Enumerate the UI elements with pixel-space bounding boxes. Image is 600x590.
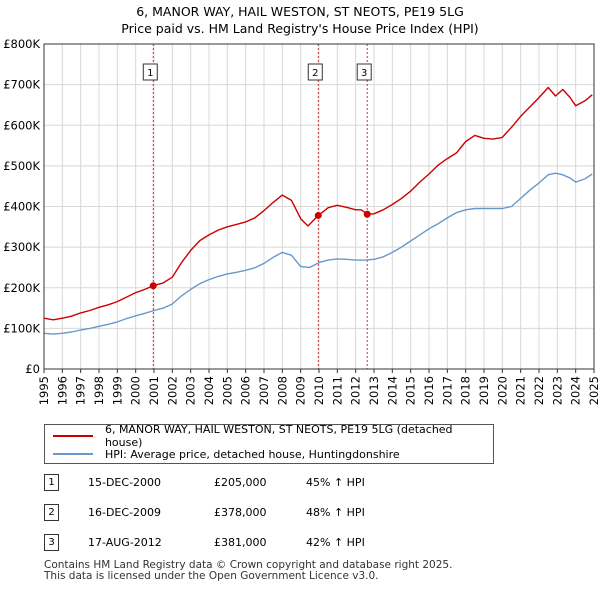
series-group	[43, 86, 593, 335]
sale-label-box	[356, 63, 372, 81]
x-tick-label: 2002	[165, 376, 179, 405]
property-series-line	[43, 86, 593, 321]
legend-swatch-property	[53, 435, 93, 437]
sale-hpi-change: 42% ↑ HPI	[306, 536, 365, 549]
chart-title: 6, MANOR WAY, HAIL WESTON, ST NEOTS, PE1…	[0, 3, 600, 37]
x-tick-label: 2020	[495, 376, 509, 405]
y-tick-label: £700K	[3, 78, 40, 92]
legend-label-property: 6, MANOR WAY, HAIL WESTON, ST NEOTS, PE1…	[104, 423, 453, 449]
x-tick-label: 2021	[514, 376, 528, 405]
title-line-1: 6, MANOR WAY, HAIL WESTON, ST NEOTS, PE1…	[136, 4, 464, 19]
sale-hpi-change: 45% ↑ HPI	[306, 476, 365, 489]
sale-price: £205,000	[214, 476, 267, 489]
sale-label-text: 3	[361, 68, 367, 79]
sale-date: 15-DEC-2000	[88, 476, 162, 489]
x-tick-label: 2018	[459, 376, 473, 405]
footer: Contains HM Land Registry data © Crown c…	[44, 560, 452, 582]
x-tick-label: 2014	[385, 376, 399, 405]
x-tick-label: 2007	[257, 376, 271, 405]
x-tick-label: 2019	[477, 376, 491, 405]
x-tick-label: 1997	[74, 376, 88, 405]
sale-point	[314, 211, 322, 219]
x-tick-label: 2008	[275, 376, 289, 405]
grid	[43, 43, 595, 370]
x-tick-label: 2012	[349, 376, 363, 405]
legend-label-hpi: HPI: Average price, detached house, Hunt…	[105, 447, 400, 461]
x-tick-label: 2001	[147, 376, 161, 405]
x-tick-label: 2003	[184, 376, 198, 405]
sale-date: 17-AUG-2012	[88, 536, 162, 549]
x-axis: 1995 1996 1997 1998 1999 2000 2001 2002 2003 2004…	[37, 369, 600, 405]
y-tick-label: £400K	[3, 200, 40, 214]
x-tick-label: 2023	[550, 376, 564, 405]
legend-item-property: 6, MANOR WAY, HAIL WESTON, ST NEOTS, PE1…	[53, 423, 493, 449]
legend-item-hpi: HPI: Average price, detached house, Hunt…	[53, 445, 400, 463]
x-tick-label: 2015	[404, 376, 418, 405]
sale-number-badge: 2	[44, 504, 59, 521]
price-chart: 1 2 3 £0 £100K £200K £300K £400K £500K £600K £700…	[3, 37, 600, 405]
sale-points	[149, 210, 371, 290]
x-tick-label: 2005	[220, 376, 234, 405]
legend: 6, MANOR WAY, HAIL WESTON, ST NEOTS, PE1…	[44, 423, 494, 464]
legend-swatch-hpi	[53, 453, 93, 455]
sale-hpi-change: 48% ↑ HPI	[306, 506, 365, 519]
x-tick-label: 2017	[440, 376, 454, 405]
sale-label-text: 2	[312, 68, 318, 79]
x-tick-label: 2011	[330, 376, 344, 405]
sale-label-text: 1	[147, 68, 153, 79]
y-tick-label: £200K	[3, 281, 40, 295]
x-tick-label: 2010	[312, 376, 326, 405]
y-axis: £0 £100K £200K £300K £400K £500K £600K £700K £80…	[3, 37, 40, 376]
sale-label-box	[142, 63, 158, 81]
y-tick-label: £300K	[3, 240, 40, 254]
x-tick-label: 2006	[239, 376, 253, 405]
y-tick-label: £0	[25, 362, 40, 376]
x-tick-label: 1999	[110, 376, 124, 405]
y-tick-label: £600K	[3, 118, 40, 132]
y-tick-label: £800K	[3, 37, 40, 51]
y-tick-label: £100K	[3, 321, 40, 335]
x-tick-label: 2009	[294, 376, 308, 405]
sale-date: 16-DEC-2009	[88, 506, 162, 519]
sale-point	[363, 210, 371, 218]
sale-label-box	[307, 63, 323, 81]
sale-number-badge: 1	[44, 474, 59, 491]
x-tick-label: 1996	[55, 376, 69, 405]
sale-price: £378,000	[214, 506, 267, 519]
sale-number-labels: 1 2 3	[142, 63, 372, 81]
sale-number-badge: 3	[44, 534, 59, 551]
x-tick-label: 2024	[569, 376, 583, 405]
x-tick-label: 1995	[37, 376, 51, 405]
sale-point	[149, 282, 157, 290]
title-line-2: Price paid vs. HM Land Registry's House …	[121, 21, 479, 36]
hpi-series-line	[43, 172, 593, 335]
x-tick-label: 2022	[532, 376, 546, 405]
x-tick-label: 2013	[367, 376, 381, 405]
x-tick-label: 2025	[587, 376, 600, 405]
x-tick-label: 2004	[202, 376, 216, 405]
y-tick-label: £500K	[3, 159, 40, 173]
footer-line-2: This data is licensed under the Open Gov…	[44, 570, 379, 582]
x-tick-label: 2016	[422, 376, 436, 405]
sale-price: £381,000	[214, 536, 267, 549]
footer-line-1: Contains HM Land Registry data © Crown c…	[44, 559, 453, 571]
x-tick-label: 1998	[92, 376, 106, 405]
x-tick-label: 2000	[129, 376, 143, 405]
